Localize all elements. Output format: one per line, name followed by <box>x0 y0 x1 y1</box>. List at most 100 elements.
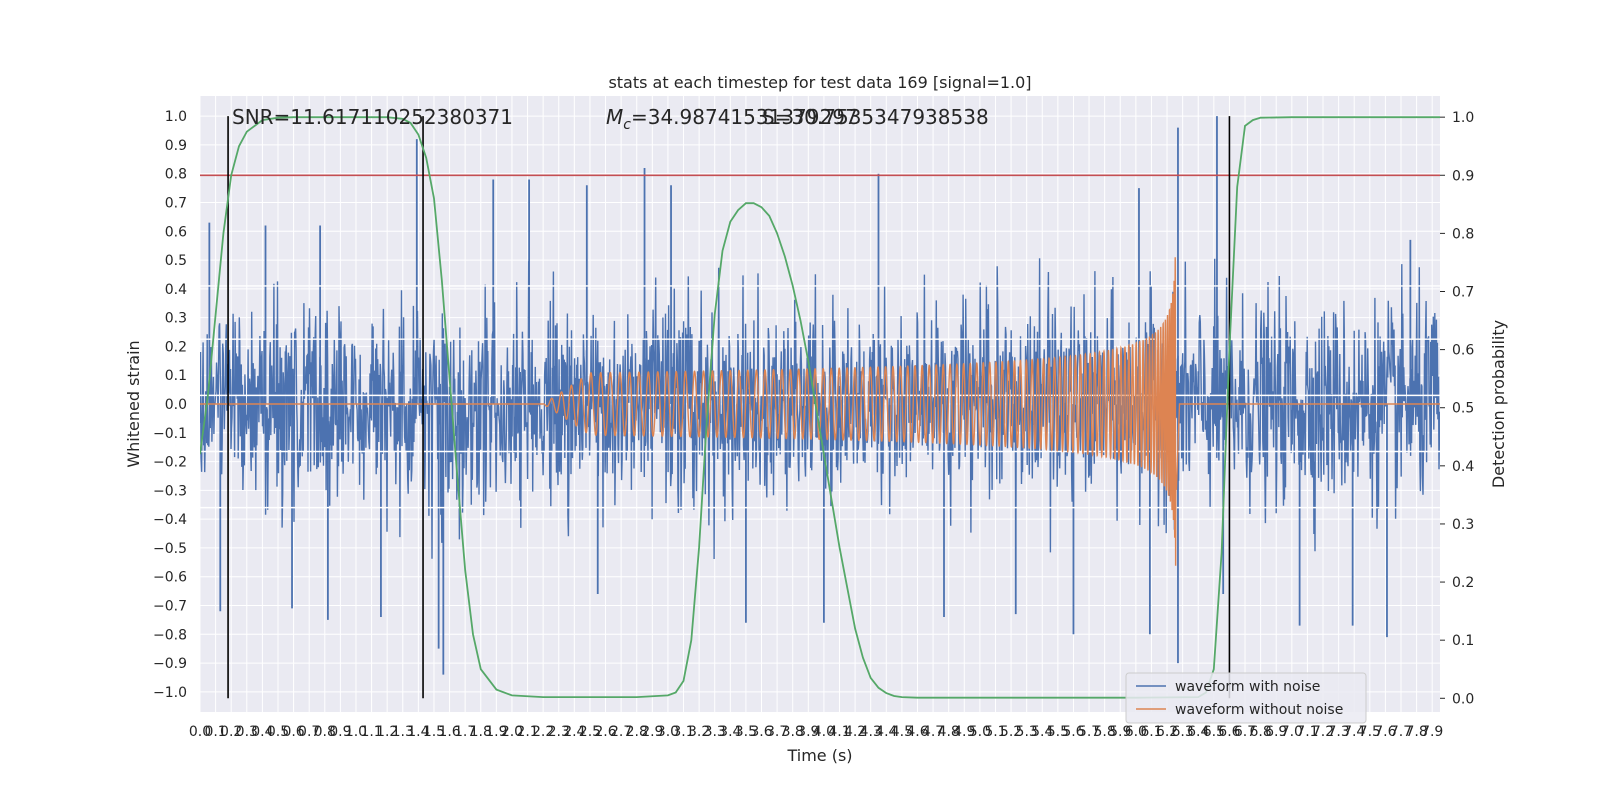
y2-tick-label: 0.3 <box>1452 517 1474 533</box>
x-tick-label: 3.9 <box>797 724 819 740</box>
x-tick-label: 3.7 <box>766 724 788 740</box>
y-tick-label: −1.0 <box>153 685 187 701</box>
snr-annotation: SNR=11.617110252380371 <box>232 105 513 129</box>
y-tick-label: −0.6 <box>153 570 187 586</box>
x-tick-label: 2.9 <box>641 724 663 740</box>
x-tick-label: 2.0 <box>501 724 523 740</box>
y2-tick-label: 0.2 <box>1452 575 1474 591</box>
y-tick-label: −0.5 <box>153 541 187 557</box>
x-tick-label: 7.1 <box>1296 724 1318 740</box>
x-tick-label: 7.7 <box>1390 724 1412 740</box>
x-tick-label: 4.0 <box>813 724 835 740</box>
y-axis-label: Whitened strain <box>124 340 143 467</box>
y2-tick-label: 0.0 <box>1452 691 1474 707</box>
x-tick-label: 7.0 <box>1281 724 1303 740</box>
x-tick-label: 6.9 <box>1265 724 1287 740</box>
y2-tick-label: 0.7 <box>1452 284 1474 300</box>
x-tick-label: 4.7 <box>922 724 944 740</box>
x-tick-label: 5.2 <box>1000 724 1022 740</box>
x-tick-label: 3.4 <box>719 724 741 740</box>
y-tick-label: −0.2 <box>153 455 187 471</box>
x-tick-label: 2.6 <box>594 724 616 740</box>
x-tick-label: 6.7 <box>1234 724 1256 740</box>
chirp-mass-symbol: M <box>606 105 623 129</box>
x-tick-label: 3.1 <box>672 724 694 740</box>
x-tick-label: 5.8 <box>1094 724 1116 740</box>
y-tick-label: −0.3 <box>153 483 187 499</box>
reference-lines <box>200 116 1440 699</box>
detection-probability-series <box>200 116 1440 699</box>
y2-tick-label: 0.5 <box>1452 401 1474 417</box>
x-tick-label: 2.3 <box>548 724 570 740</box>
x-tick-label: 1.4 <box>407 724 429 740</box>
chirp-mass-annotation: Mc=34.98741531379297 <box>606 105 858 133</box>
x-tick-label: 7.3 <box>1327 724 1349 740</box>
x-tick-label: 6.0 <box>1125 724 1147 740</box>
y-tick-label: −0.8 <box>153 627 187 643</box>
x-tick-label: 4.4 <box>875 724 897 740</box>
x-tick-label: 2.7 <box>610 724 632 740</box>
x-tick-label: 6.2 <box>1156 724 1178 740</box>
x-tick-label: 1.3 <box>392 724 414 740</box>
x-tick-label: 2.4 <box>563 724 585 740</box>
y-tick-label: 1.0 <box>165 109 187 125</box>
x-tick-label: 5.1 <box>984 724 1006 740</box>
overlap-annotation: S=30.7535347938538 <box>762 105 989 129</box>
y-tick-label: 0.9 <box>165 138 187 154</box>
clean-waveform-line <box>200 257 1440 566</box>
y2-tick-label: 1.0 <box>1452 110 1474 126</box>
y-tick-label: −0.4 <box>153 512 187 528</box>
legend: waveform with noise waveform without noi… <box>1125 672 1367 724</box>
x-tick-label: 3.8 <box>782 724 804 740</box>
x-tick-label: 5.7 <box>1078 724 1100 740</box>
y-tick-label: −0.7 <box>153 598 187 614</box>
x-tick-label: 2.8 <box>626 724 648 740</box>
x-tick-label: 4.6 <box>906 724 928 740</box>
x-tick-label: 0.9 <box>329 724 351 740</box>
x-tick-label: 3.0 <box>657 724 679 740</box>
y-tick-labels: 1.0 0.9 0.8 0.7 0.6 0.5 0.4 0.3 0.2 0.1 0.0 −0.1 −0.… <box>153 109 187 701</box>
y2-tick-label: 0.4 <box>1452 459 1474 475</box>
y2-axis-label: Detection probability <box>1489 320 1508 488</box>
x-tick-label: 6.6 <box>1218 724 1240 740</box>
x-tick-label: 5.9 <box>1109 724 1131 740</box>
x-tick-label: 0.3 <box>236 724 258 740</box>
x-tick-label: 0.4 <box>251 724 273 740</box>
x-tick-label: 0.7 <box>298 724 320 740</box>
x-tick-label: 5.0 <box>969 724 991 740</box>
x-tick-label: 6.4 <box>1187 724 1209 740</box>
x-tick-label: 5.5 <box>1047 724 1069 740</box>
x-tick-label: 6.5 <box>1203 724 1225 740</box>
x-tick-label: 7.2 <box>1312 724 1334 740</box>
x-tick-label: 1.1 <box>360 724 382 740</box>
x-tick-label: 0.1 <box>204 724 226 740</box>
x-tick-label: 5.3 <box>1016 724 1038 740</box>
chirp-mass-subscript: c <box>623 117 631 133</box>
y2-tick-label: 0.8 <box>1452 226 1474 242</box>
chirp-mass-value: =34.98741531379297 <box>631 105 858 129</box>
x-tick-label: 7.6 <box>1374 724 1396 740</box>
y-tick-label: 0.8 <box>165 167 187 183</box>
chart-title: stats at each timestep for test data 169… <box>608 73 1031 92</box>
y-tick-label: −0.9 <box>153 656 187 672</box>
x-tick-label: 2.1 <box>516 724 538 740</box>
x-tick-label: 0.8 <box>314 724 336 740</box>
x-tick-label: 7.9 <box>1421 724 1443 740</box>
y-tick-label: 0.0 <box>165 397 187 413</box>
x-tick-label: 5.6 <box>1062 724 1084 740</box>
x-tick-label: 5.4 <box>1031 724 1053 740</box>
x-tick-label: 7.5 <box>1359 724 1381 740</box>
x-tick-label: 4.9 <box>953 724 975 740</box>
x-tick-label: 3.6 <box>750 724 772 740</box>
x-tick-labels: 0.00.10.20.30.40.50.60.70.80.91.01.11.21… <box>189 724 1443 740</box>
y2-tick-label: 0.1 <box>1452 633 1474 649</box>
y-tick-label: 0.2 <box>165 339 187 355</box>
y-tick-label: 0.1 <box>165 368 187 384</box>
x-tick-label: 4.3 <box>860 724 882 740</box>
y-tick-label: 0.4 <box>165 282 187 298</box>
x-tick-label: 6.1 <box>1140 724 1162 740</box>
x-tick-label: 7.4 <box>1343 724 1365 740</box>
x-tick-label: 4.8 <box>938 724 960 740</box>
x-tick-label: 4.1 <box>828 724 850 740</box>
